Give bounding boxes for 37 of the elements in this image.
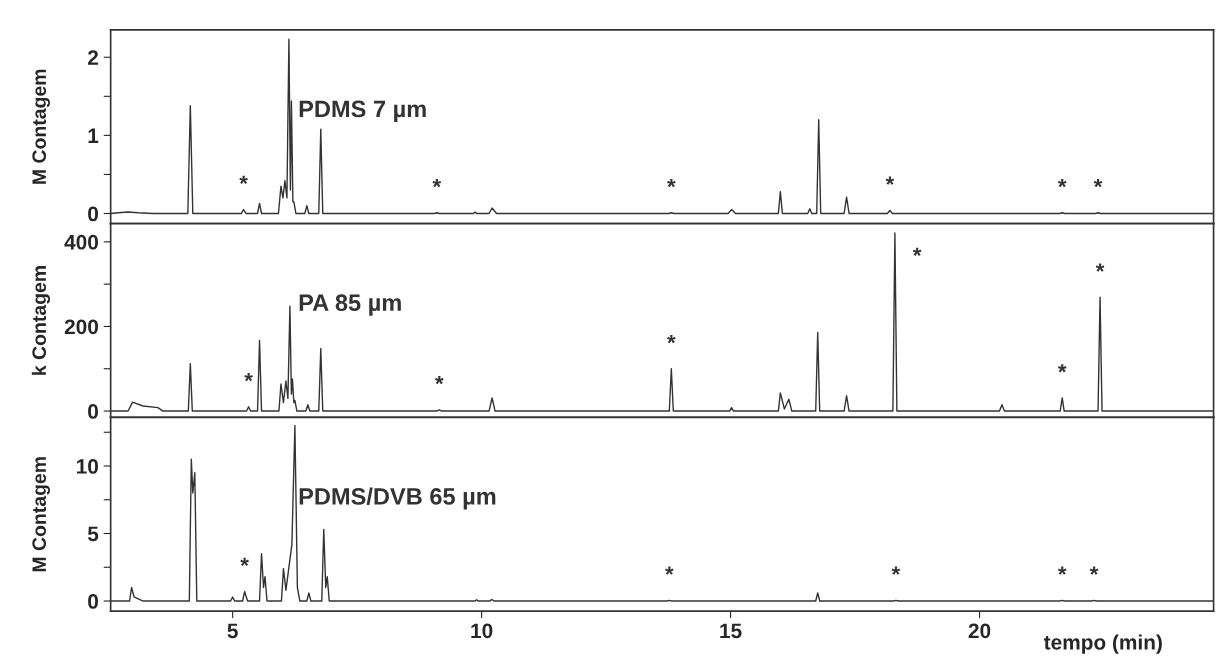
y-tick-label: 0 bbox=[88, 206, 98, 222]
y-tick-label: 5 bbox=[87, 526, 99, 542]
x-tick-label: 10 bbox=[471, 623, 493, 639]
x-tick-label: 20 bbox=[968, 623, 991, 639]
text: PDMS 7 µm bbox=[299, 100, 426, 123]
x-tick-label: 5 bbox=[227, 623, 238, 639]
annotation: * bbox=[1057, 178, 1067, 188]
text: PA 85 µm bbox=[299, 294, 401, 316]
y-tick-label: 0 bbox=[88, 404, 98, 419]
y-tick-label: 2 bbox=[87, 50, 99, 65]
annotation: * bbox=[435, 376, 444, 385]
x-tick-label: 15 bbox=[720, 623, 742, 639]
annotation: * bbox=[432, 178, 442, 188]
annotation: * bbox=[1057, 566, 1067, 575]
annotation: * bbox=[1095, 263, 1105, 272]
annotation: * bbox=[239, 175, 248, 185]
y-tick-label: 400 bbox=[64, 234, 98, 250]
y-tick-label: 200 bbox=[64, 319, 98, 335]
annotation: * bbox=[667, 178, 676, 188]
annotation: * bbox=[1057, 364, 1067, 373]
annotation: * bbox=[667, 334, 676, 344]
annotation: * bbox=[1093, 178, 1103, 188]
y-tick-label: 1 bbox=[88, 128, 99, 143]
annotation: * bbox=[885, 176, 895, 185]
y-axis-title: k Contagem bbox=[31, 266, 50, 375]
x-axis-title: tempo (min) bbox=[1043, 634, 1162, 654]
text: PDMS/DVB 65 µm bbox=[299, 487, 496, 510]
annotation: * bbox=[891, 566, 901, 575]
y-tick-label: 0 bbox=[88, 594, 98, 609]
annotation: * bbox=[912, 247, 922, 256]
annotation: * bbox=[244, 373, 253, 382]
annotation: * bbox=[240, 557, 249, 567]
y-tick-label: 10 bbox=[76, 459, 98, 474]
annotation: * bbox=[1089, 566, 1099, 575]
y-axis-title: M Contagem bbox=[32, 69, 50, 184]
annotation: * bbox=[665, 566, 674, 575]
y-axis-title: M Contagem bbox=[32, 457, 50, 572]
